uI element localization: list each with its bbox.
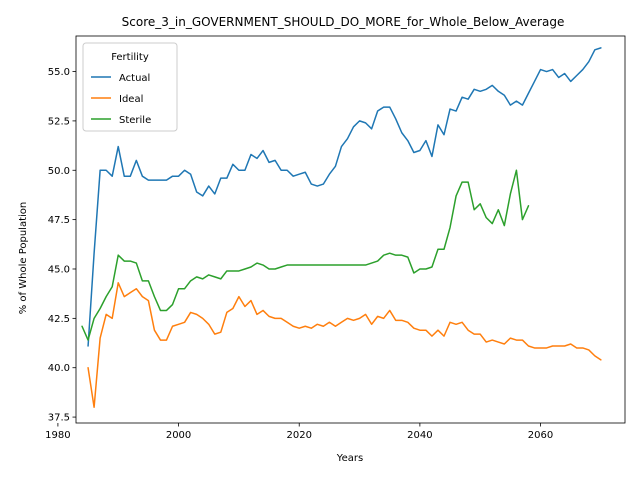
- series-line-ideal: [87, 282, 602, 408]
- axes: 1980 2000 2020 2040 2060 37.5 40.0 42.5 45.0 47.5…: [45, 35, 626, 441]
- legend-label-actual: Actual: [119, 73, 150, 84]
- y-tick-label: 50.0: [48, 166, 70, 177]
- series-line-actual: [87, 47, 602, 347]
- y-tick-label: 47.5: [48, 215, 70, 226]
- x-tick-label: 2000: [166, 430, 191, 441]
- x-tick-label: 2040: [407, 430, 432, 441]
- y-tick-label: 42.5: [48, 314, 70, 325]
- legend-label-sterile: Sterile: [119, 115, 151, 126]
- x-tick-label: 1980: [45, 430, 70, 441]
- y-tick-label: 37.5: [48, 413, 70, 424]
- legend: Fertility Actual Ideal Sterile: [82, 42, 178, 132]
- legend-box: [82, 42, 178, 132]
- x-tick-label: 2020: [286, 430, 311, 441]
- y-tick-label: 45.0: [48, 264, 70, 275]
- legend-label-ideal: Ideal: [119, 94, 143, 105]
- series-line-sterile: [81, 169, 530, 341]
- legend-title: Fertility: [111, 52, 149, 63]
- y-tick-label: 55.0: [48, 67, 70, 78]
- chart-title: Score_3_in_GOVERNMENT_SHOULD_DO_MORE_for…: [122, 15, 565, 29]
- y-tick-label: 40.0: [48, 363, 70, 374]
- plot-area: [81, 47, 602, 408]
- axes-frame: [75, 35, 626, 424]
- x-tick-label: 2060: [528, 430, 553, 441]
- y-tick-label: 52.5: [48, 116, 70, 127]
- x-axis-label: Years: [336, 453, 363, 464]
- y-axis-label: % of Whole Population: [18, 202, 29, 315]
